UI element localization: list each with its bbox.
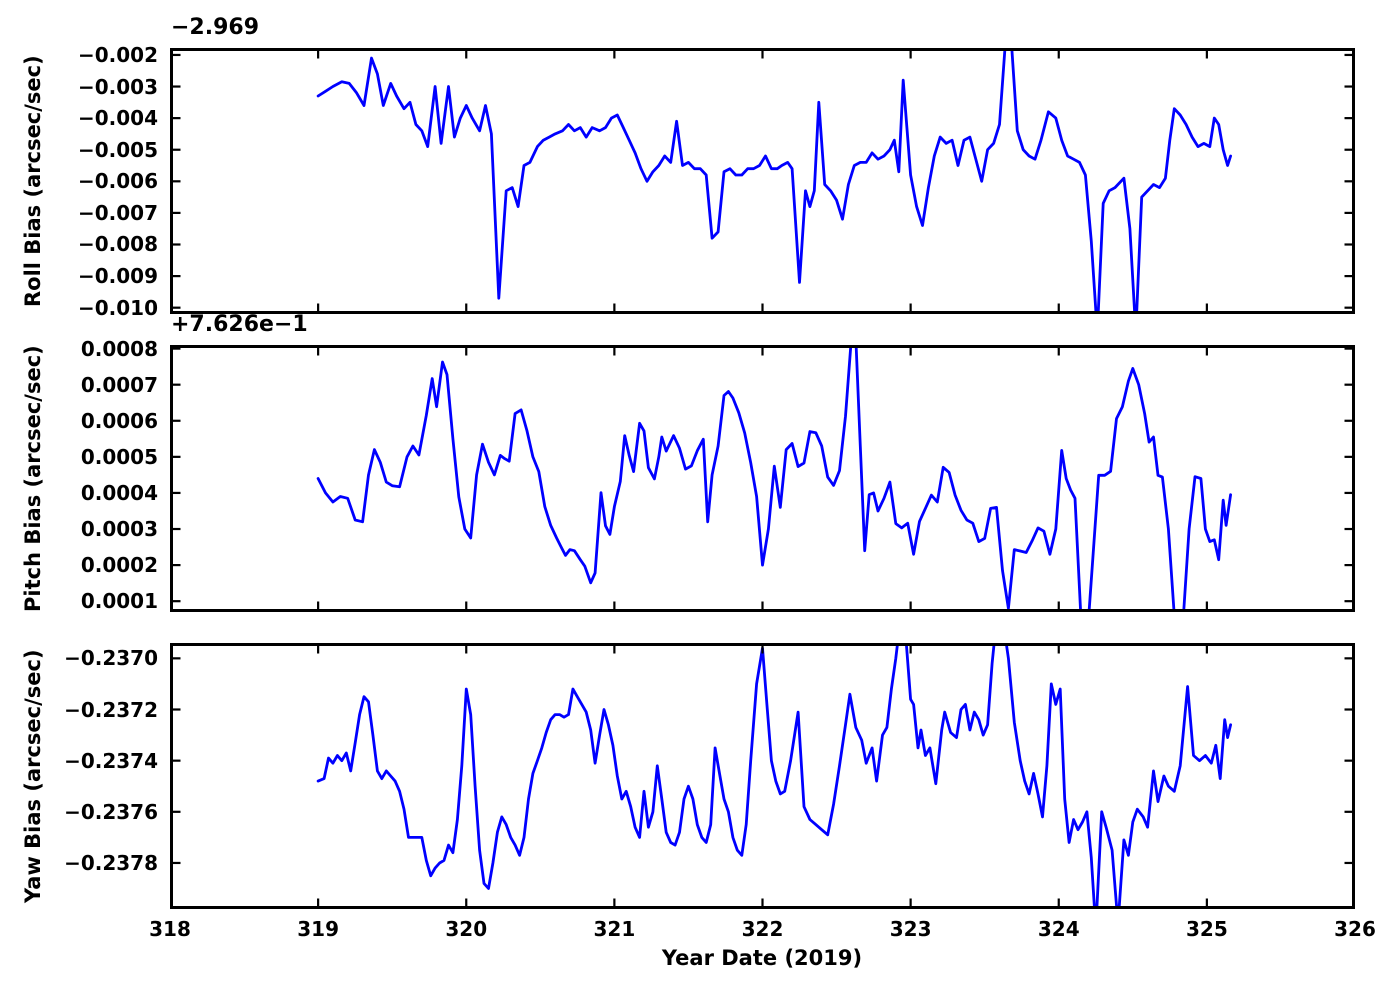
pitch-bias-y-tick-label: 0.0008: [80, 336, 158, 361]
roll-bias-y-tick-label: −0.007: [77, 200, 158, 225]
pitch-bias-line-series: [316, 345, 1232, 612]
x-tick-label: 318: [149, 917, 191, 941]
roll-bias-y-tick-label: −0.005: [77, 137, 158, 162]
yaw-bias-y-tick-label: −0.2378: [64, 850, 158, 875]
subplot-yaw-bias: [170, 643, 1355, 909]
pitch-bias-y-tick-label: 0.0005: [80, 444, 158, 469]
yaw-bias-y-tick-label: −0.2370: [64, 646, 158, 671]
pitch-bias-y-tick-label: 0.0002: [80, 553, 158, 578]
roll-bias-y-tick-label: −0.006: [77, 169, 158, 194]
pitch-bias-y-tick-label: 0.0003: [80, 517, 158, 541]
roll-bias-y-tick-label: −0.004: [77, 106, 158, 131]
roll-bias-y-tick-label: −0.003: [77, 74, 158, 99]
subplot-pitch-bias: [170, 345, 1355, 612]
x-tick-label: 323: [889, 917, 932, 941]
x-tick-label: 319: [297, 917, 339, 941]
roll-offset-text: −2.969: [171, 15, 260, 40]
x-tick-label: 321: [593, 917, 636, 941]
yaw-bias-y-tick-label: −0.2374: [64, 748, 158, 773]
roll-bias-plot-canvas: [170, 48, 1355, 314]
yaw-bias-line-series: [316, 643, 1232, 909]
yaw-bias-y-tick-label: −0.2376: [64, 799, 158, 824]
yaw-bias-y-tick-label: −0.2372: [64, 697, 158, 722]
pitch-bias-y-tick-label: 0.0007: [80, 372, 158, 397]
x-tick-label: 320: [445, 917, 488, 941]
roll-bias-y-tick-label: −0.002: [77, 42, 158, 67]
x-axis-title: Year Date (2019): [661, 946, 863, 970]
subplot-roll-bias: [170, 48, 1355, 314]
roll-bias-y-tick-label: −0.010: [77, 295, 158, 320]
roll-bias-y-tick-label: −0.009: [77, 264, 158, 289]
x-tick-label: 322: [741, 917, 784, 941]
pitch-bias-plot-canvas: [170, 345, 1355, 612]
pitch-offset-text: +7.626e−1: [171, 312, 308, 337]
yaw-bias-plot-canvas: [170, 643, 1355, 909]
roll-bias-line-series: [316, 48, 1232, 314]
roll-bias-y-tick-label: −0.008: [77, 232, 158, 257]
x-tick-label: 325: [1186, 917, 1228, 941]
axes-spines: [170, 345, 1355, 612]
axes-spines: [170, 48, 1355, 314]
pitch-bias-y-tick-label: 0.0006: [80, 408, 158, 433]
pitch-bias-y-tick-label: 0.0004: [80, 480, 158, 505]
axes-spines: [170, 643, 1355, 909]
pitch-bias-y-tick-label: 0.0001: [80, 589, 158, 614]
x-tick-label: 324: [1037, 917, 1080, 941]
x-tick-label: 326: [1334, 917, 1376, 941]
